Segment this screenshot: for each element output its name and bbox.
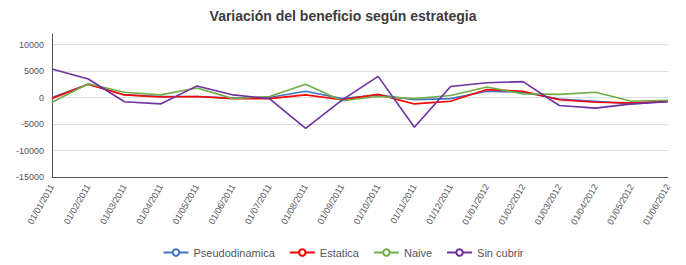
- svg-text:0: 0: [39, 93, 44, 103]
- svg-text:01/04/2011: 01/04/2011: [134, 182, 165, 225]
- svg-text:-15000: -15000: [16, 172, 44, 182]
- svg-text:01/12/2011: 01/12/2011: [424, 182, 455, 225]
- svg-text:01/10/2011: 01/10/2011: [352, 182, 383, 225]
- svg-text:01/05/2012: 01/05/2012: [605, 182, 636, 226]
- svg-text:01/01/2012: 01/01/2012: [460, 182, 491, 226]
- svg-text:5000: 5000: [24, 66, 44, 76]
- svg-text:01/08/2011: 01/08/2011: [279, 182, 310, 225]
- svg-text:Sin cubrir: Sin cubrir: [477, 247, 524, 259]
- svg-text:01/01/2011: 01/01/2011: [26, 182, 57, 225]
- svg-text:Variación del beneficio según: Variación del beneficio según estrategia: [210, 8, 477, 24]
- svg-text:01/06/2011: 01/06/2011: [207, 182, 238, 225]
- svg-text:Naive: Naive: [404, 247, 432, 259]
- svg-text:01/02/2011: 01/02/2011: [62, 182, 93, 225]
- svg-text:-10000: -10000: [16, 146, 44, 156]
- svg-text:01/04/2012: 01/04/2012: [569, 182, 600, 226]
- svg-text:01/11/2011: 01/11/2011: [388, 182, 418, 225]
- svg-text:01/03/2012: 01/03/2012: [532, 182, 563, 226]
- svg-text:10000: 10000: [19, 40, 44, 50]
- svg-text:01/07/2011: 01/07/2011: [243, 182, 274, 225]
- svg-text:-5000: -5000: [21, 119, 44, 129]
- svg-text:01/03/2011: 01/03/2011: [98, 182, 129, 225]
- svg-text:Estatica: Estatica: [320, 247, 360, 259]
- svg-text:01/05/2011: 01/05/2011: [170, 182, 201, 225]
- svg-text:Pseudodinamica: Pseudodinamica: [193, 247, 275, 259]
- svg-text:01/06/2012: 01/06/2012: [641, 182, 672, 226]
- svg-text:01/09/2011: 01/09/2011: [315, 182, 346, 225]
- svg-text:01/02/2012: 01/02/2012: [496, 182, 527, 226]
